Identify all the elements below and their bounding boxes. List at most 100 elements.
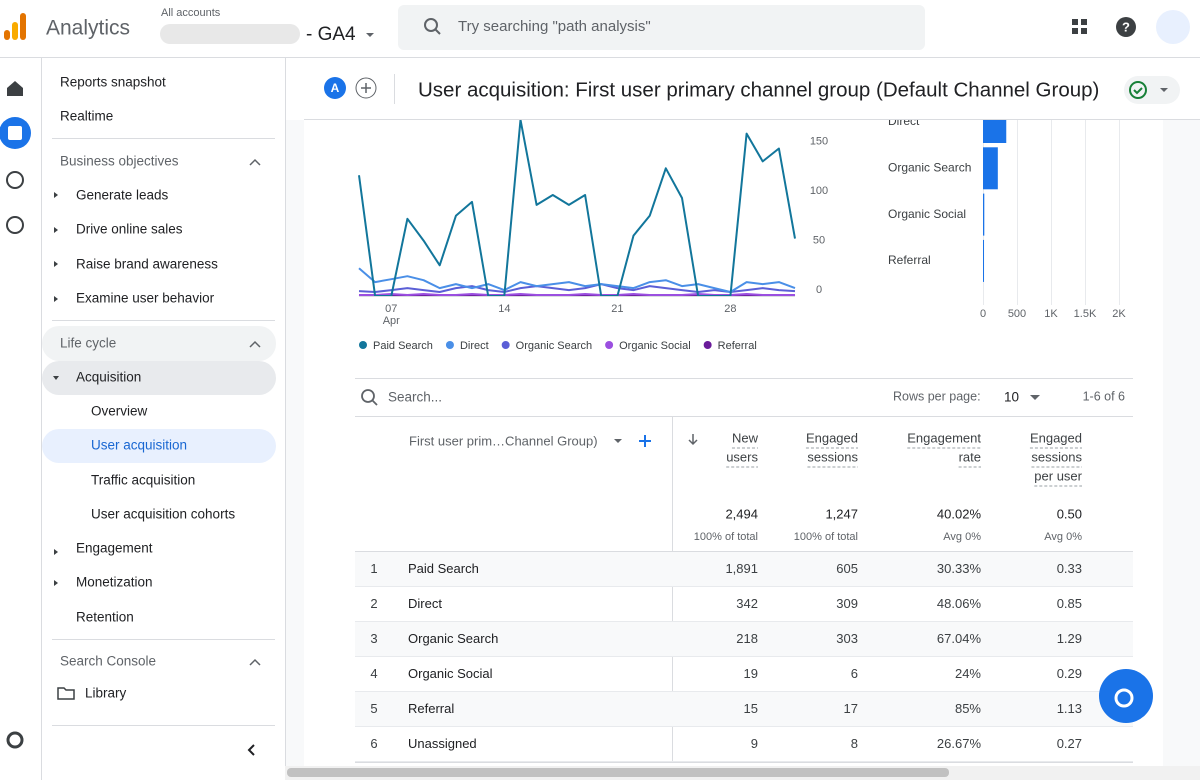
y-tick-label: 100 [810,185,828,197]
search-icon-handle [434,28,441,35]
row-metric: 1.29 [1057,631,1082,646]
apps-icon[interactable] [1072,19,1087,34]
dimension-header[interactable]: First user prim…Channel Group) [409,433,598,448]
row-dimension: Paid Search [408,561,479,576]
table-search[interactable]: Search... [388,390,442,405]
nav-item[interactable]: Drive online sales [76,222,183,237]
nav-subitem[interactable]: Traffic acquisition [91,473,195,488]
bar-category-label: Direct [888,114,920,128]
y-tick-label: 0 [816,284,822,296]
dropdown-icon[interactable] [614,439,622,443]
sort-icon[interactable] [688,434,698,446]
property-name[interactable]: - GA4 [306,24,356,45]
table-search-handle [371,399,378,406]
row-index: 6 [370,736,377,751]
series-line [358,267,796,293]
nav-subitem[interactable]: User acquisition cohorts [91,507,235,522]
nav-item[interactable]: Examine user behavior [76,291,215,306]
bar-category-label: Organic Social [888,207,966,221]
advertising-icon[interactable] [6,216,24,234]
reports-icon [8,126,22,140]
comparison-letter: A [331,81,340,95]
x-sublabel: Apr [383,315,400,327]
row-metric: 9 [751,736,758,751]
row-metric: 309 [836,596,858,611]
check-mark [1133,87,1143,95]
collapse-icon[interactable] [249,158,261,166]
row-dimension: Organic Search [408,631,498,646]
row-metric: 218 [736,631,758,646]
report-title: User acquisition: First user primary cha… [418,78,1099,101]
scrollbar-thumb[interactable] [287,768,949,777]
metric-header: sessions [1031,449,1082,464]
help-icon[interactable] [1116,17,1136,37]
home-icon[interactable] [7,81,23,96]
row-index: 1 [370,561,377,576]
metric-header: rate [959,449,981,464]
breadcrumb[interactable]: All accounts [161,7,221,19]
table: New users Engaged sessions Engagement rate Eng… [355,430,1133,763]
y-tick-label: 50 [813,234,825,246]
metric-header: per user [1034,468,1082,483]
x-tick-label: 14 [498,303,510,315]
add-dimension[interactable] [639,435,651,447]
nav-subitem[interactable]: Overview [91,404,148,419]
row-dimension: Referral [408,701,454,716]
nav-section-bg [42,326,276,361]
nav-item[interactable]: Retention [76,610,134,625]
comparison-avatar[interactable] [324,77,346,99]
total-note: Avg 0% [1044,531,1082,543]
search-icon [424,18,438,32]
x-tick-label: 28 [724,303,736,315]
collapse-icon[interactable] [249,340,261,348]
bar-category-label: Organic Search [888,160,971,174]
row-metric: 1,891 [725,561,758,576]
total-value: 1,247 [825,506,858,521]
total-note: 100% of total [694,531,758,543]
total-value: 2,494 [725,506,758,521]
nav-item[interactable]: Realtime [60,109,113,124]
bar [983,239,985,282]
nav-item[interactable]: Acquisition [76,370,141,385]
row-index: 4 [370,666,377,681]
collapse-icon[interactable] [249,658,261,666]
nav-section[interactable]: Life cycle [60,336,116,351]
y-tick-label: 150 [810,135,828,147]
rows-per-page-label: Rows per page: [893,389,981,403]
nav-item[interactable]: Generate leads [76,188,169,203]
account-avatar[interactable] [1156,10,1190,44]
search-box[interactable] [398,5,925,50]
legend-swatch [703,341,712,349]
metric-header: Engaged [806,430,858,445]
dropdown-icon[interactable] [1030,395,1040,400]
bar [983,193,985,236]
nav-item[interactable]: Raise brand awareness [76,257,218,272]
nav-item[interactable]: Library [85,686,127,701]
nav-item[interactable]: Monetization [76,575,153,590]
report-card [304,120,1163,780]
collapse-nav[interactable] [247,744,255,756]
legend-swatch [501,341,510,349]
row-bg [355,552,1133,586]
nav-subitem[interactable]: User acquisition [91,438,187,453]
status-chip[interactable] [1124,76,1180,104]
nav-section[interactable]: Business objectives [60,154,179,169]
row-metric: 48.06% [937,596,982,611]
nav-section[interactable]: Search Console [60,654,156,669]
legend-swatch [445,341,454,349]
settings-icon[interactable] [6,731,24,749]
insights-button[interactable] [1099,669,1153,723]
nav-item[interactable]: Engagement [76,541,153,556]
nav-item[interactable]: Reports snapshot [60,75,166,90]
row-dimension: Unassigned [408,736,477,751]
explore-icon[interactable] [6,171,24,189]
rows-per-page[interactable]: 10 [1004,390,1019,405]
legend-label: Paid Search [373,340,433,352]
bar [983,120,1007,143]
row-bg [355,622,1133,656]
legend-swatch [605,341,614,349]
bar [983,147,998,190]
folder-icon [57,687,75,700]
x-tick-label: 0 [980,308,986,320]
row-metric: 8 [851,736,858,751]
